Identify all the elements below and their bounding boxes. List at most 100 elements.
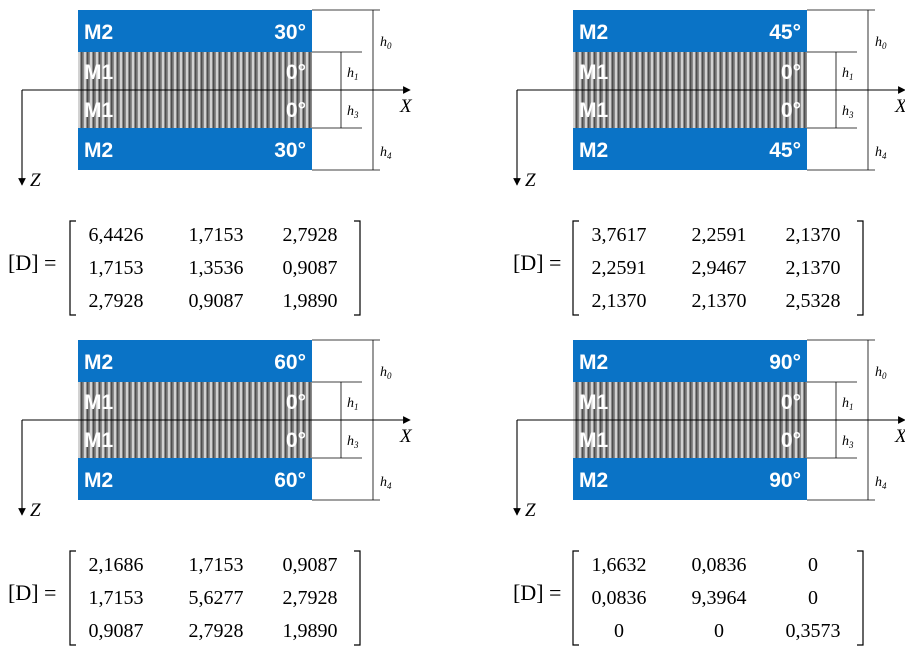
matrix-cell: 2,7928 (283, 224, 338, 246)
matrix-right-bracket (857, 550, 864, 646)
thickness-label: h0 (380, 35, 392, 51)
panel-2: M2 45° M1 0° M1 0° M2 45° X Zh0 h1 h3 h4 [D] = 3,7617 2… (513, 9, 905, 316)
matrix-cell: 2,2591 (692, 224, 747, 246)
matrix-cell: 0,9087 (283, 257, 338, 279)
layer-material-label: M1 (84, 61, 113, 84)
layer-angle-label: 0° (781, 99, 801, 122)
matrix-cell: 3,7617 (592, 224, 647, 246)
matrix-cell: 1,7153 (89, 257, 144, 279)
matrix-cell: 1,9890 (283, 620, 338, 642)
layer-angle-label: 45° (769, 21, 801, 44)
z-axis-label: Z (525, 500, 536, 521)
thickness-label: h0 (875, 365, 887, 381)
matrix-label: [D] = (8, 250, 56, 275)
matrix-cell: 0,9087 (283, 554, 338, 576)
layer-angle-label: 0° (781, 391, 801, 414)
layer-2 (78, 382, 312, 420)
panel-4: M2 90° M1 0° M1 0° M2 90° X Zh0 h1 h3 h4 [D] = 1,6632 0… (513, 339, 905, 646)
layer-angle-label: 30° (274, 139, 306, 162)
layer-material-label: M2 (579, 469, 608, 492)
layer-2 (78, 52, 312, 90)
layer-material-label: M2 (579, 21, 608, 44)
layer-1 (78, 10, 312, 52)
thickness-label: h1 (842, 66, 854, 82)
layer-2 (573, 382, 807, 420)
matrix-cell: 1,3536 (189, 257, 244, 279)
layer-angle-label: 45° (769, 139, 801, 162)
z-axis-label: Z (525, 170, 536, 191)
matrix-cell: 2,7928 (89, 290, 144, 312)
layer-angle-label: 60° (274, 469, 306, 492)
matrix-cell: 0,9087 (89, 620, 144, 642)
layer-material-label: M1 (579, 429, 608, 452)
x-axis-label: X (894, 426, 905, 447)
matrix-cell: 0,3573 (786, 620, 841, 642)
layer-3 (78, 90, 312, 128)
x-axis-label: X (399, 426, 413, 447)
matrix-label: [D] = (513, 580, 561, 605)
layer-angle-label: 0° (286, 391, 306, 414)
matrix-left-bracket (572, 550, 579, 646)
thickness-label: h3 (842, 434, 854, 450)
matrix-cell: 1,7153 (189, 224, 244, 246)
layer-angle-label: 0° (781, 429, 801, 452)
layer-angle-label: 0° (781, 61, 801, 84)
matrix-cell: 2,1370 (592, 290, 647, 312)
matrix-cell: 2,5328 (786, 290, 841, 312)
matrix-right-bracket (857, 220, 864, 316)
layer-material-label: M2 (84, 21, 113, 44)
matrix-cell: 0 (808, 554, 818, 576)
matrix-cell: 2,1686 (89, 554, 144, 576)
layer-material-label: M2 (84, 469, 113, 492)
layer-angle-label: 60° (274, 351, 306, 374)
panel-1: M2 30° M1 0° M1 0° M2 30° X Zh0 h1 h3 h4 [D] = 6,4426 1… (8, 9, 413, 316)
layer-angle-label: 0° (286, 99, 306, 122)
thickness-label: h3 (347, 434, 359, 450)
thickness-label: h4 (380, 475, 392, 491)
layer-angle-label: 30° (274, 21, 306, 44)
layer-material-label: M1 (579, 391, 608, 414)
layer-3 (573, 90, 807, 128)
matrix-cell: 0 (614, 620, 624, 642)
matrix-cell: 5,6277 (189, 587, 244, 609)
matrix-cell: 2,7928 (283, 587, 338, 609)
z-axis-label: Z (30, 170, 41, 191)
matrix-cell: 1,7153 (189, 554, 244, 576)
layer-material-label: M2 (579, 351, 608, 374)
thickness-label: h3 (842, 104, 854, 120)
matrix-left-bracket (69, 550, 76, 646)
thickness-label: h1 (842, 396, 854, 412)
matrix-cell: 1,6632 (592, 554, 647, 576)
matrix-cell: 0 (808, 587, 818, 609)
matrix-cell: 2,9467 (692, 257, 747, 279)
layer-material-label: M1 (579, 99, 608, 122)
matrix-cell: 1,9890 (283, 290, 338, 312)
layer-material-label: M1 (579, 61, 608, 84)
matrix-cell: 2,7928 (189, 620, 244, 642)
matrix-left-bracket (69, 220, 76, 316)
layer-material-label: M1 (84, 391, 113, 414)
thickness-label: h4 (875, 475, 887, 491)
thickness-label: h1 (347, 396, 359, 412)
matrix-cell: 0,0836 (592, 587, 647, 609)
matrix-cell: 0,0836 (692, 554, 747, 576)
matrix-cell: 2,1370 (692, 290, 747, 312)
layer-material-label: M2 (579, 139, 608, 162)
layer-4 (573, 128, 807, 170)
layer-4 (78, 458, 312, 500)
matrix-left-bracket (572, 220, 579, 316)
thickness-label: h1 (347, 66, 359, 82)
thickness-label: h3 (347, 104, 359, 120)
layer-angle-label: 0° (286, 429, 306, 452)
layer-angle-label: 90° (769, 469, 801, 492)
layer-material-label: M1 (84, 429, 113, 452)
matrix-cell: 0,9087 (189, 290, 244, 312)
matrix-cell: 2,2591 (592, 257, 647, 279)
matrix-cell: 2,1370 (786, 224, 841, 246)
matrix-right-bracket (354, 220, 361, 316)
layer-material-label: M1 (84, 99, 113, 122)
matrix-cell: 9,3964 (692, 587, 747, 609)
thickness-label: h0 (875, 35, 887, 51)
x-axis-label: X (399, 96, 413, 117)
